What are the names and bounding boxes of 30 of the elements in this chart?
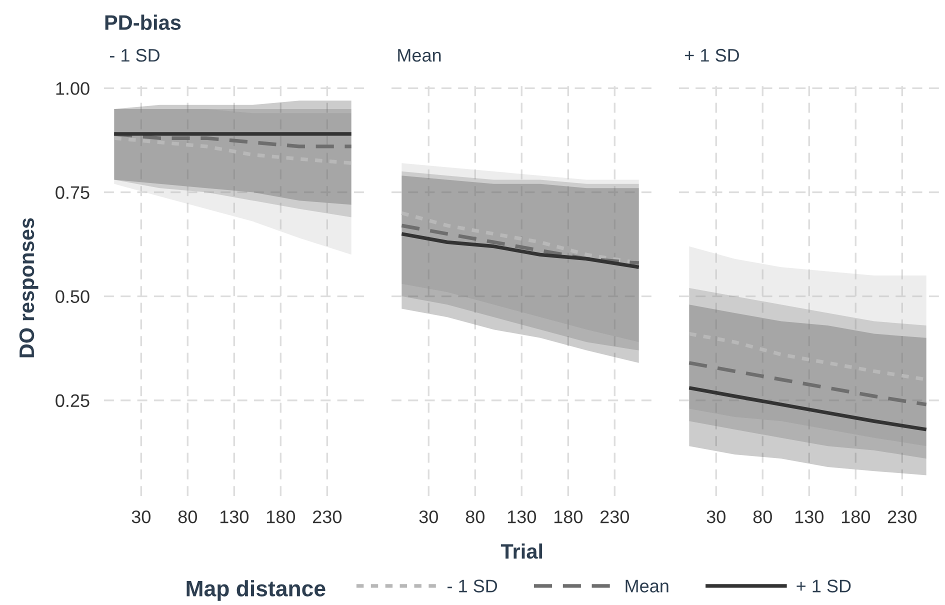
y-tick-label: 1.00 xyxy=(56,82,90,95)
chart-subtitle: - 1 SD xyxy=(110,48,160,62)
x-tick-label: 80 xyxy=(466,510,484,524)
legend-label: - 1 SD xyxy=(448,580,498,592)
x-axis-title: Trial xyxy=(500,543,542,559)
x-tick-label: 180 xyxy=(554,510,583,524)
y-tick-label: 0.50 xyxy=(56,290,90,304)
x-tick-label: 80 xyxy=(753,510,772,524)
x-tick-label: 80 xyxy=(178,510,197,524)
x-tick-label: 180 xyxy=(266,510,296,524)
y-axis-title: DO responses xyxy=(19,218,38,358)
x-tick-label: 130 xyxy=(508,510,536,524)
x-tick-label: 180 xyxy=(842,510,870,524)
y-tick-label: 0.75 xyxy=(56,186,90,199)
x-tick-label: 230 xyxy=(600,510,630,524)
y-tick-label: 0.25 xyxy=(56,394,90,408)
x-tick-label: 30 xyxy=(419,510,438,524)
x-tick-label: 230 xyxy=(888,510,916,524)
chart-title: PD-bias xyxy=(105,14,181,30)
x-tick-label: 230 xyxy=(313,510,342,524)
x-tick-label: 30 xyxy=(706,510,726,524)
legend-label: Mean xyxy=(626,580,668,592)
line-series xyxy=(112,136,354,165)
x-tick-label: 130 xyxy=(220,510,249,524)
x-tick-label: 30 xyxy=(132,510,150,524)
legend-label: + 1 SD xyxy=(796,580,851,592)
chart-subtitle: + 1 SD xyxy=(685,48,739,62)
legend-title: Map distance xyxy=(186,580,326,601)
chart-subtitle: Mean xyxy=(398,49,441,62)
x-tick-label: 130 xyxy=(795,510,824,524)
